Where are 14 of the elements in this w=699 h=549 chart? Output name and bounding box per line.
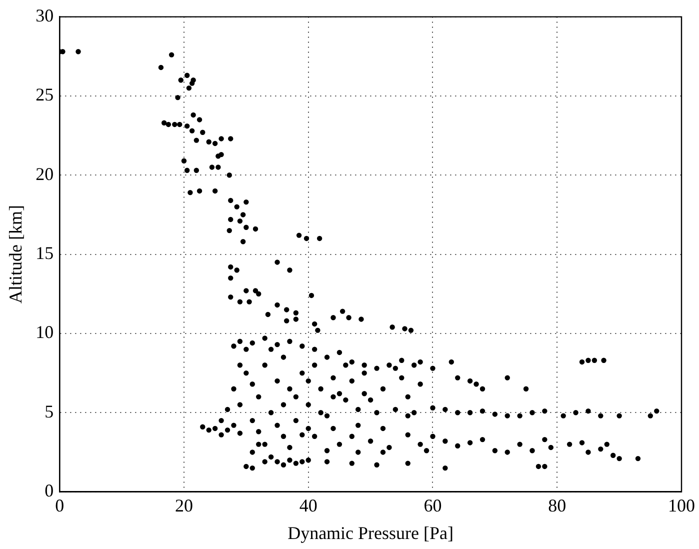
y-tick-label: 25	[36, 84, 54, 105]
x-tick-label: 100	[668, 495, 695, 516]
y-tick-label: 15	[36, 243, 54, 264]
x-axis-title: Dynamic Pressure [Pa]	[288, 522, 454, 543]
y-tick-label: 10	[36, 322, 54, 342]
y-tick-label: 30	[36, 6, 54, 26]
x-tick-label: 40	[299, 495, 318, 516]
y-tick-label: 5	[44, 401, 54, 422]
y-axis-title: Altitude [km]	[6, 205, 26, 304]
x-tick-label: 60	[424, 495, 442, 516]
x-tick-label: 20	[174, 495, 193, 516]
x-tick-label: 80	[548, 495, 566, 516]
y-tick-label: 0	[44, 480, 54, 501]
y-tick-label: 20	[36, 164, 54, 184]
